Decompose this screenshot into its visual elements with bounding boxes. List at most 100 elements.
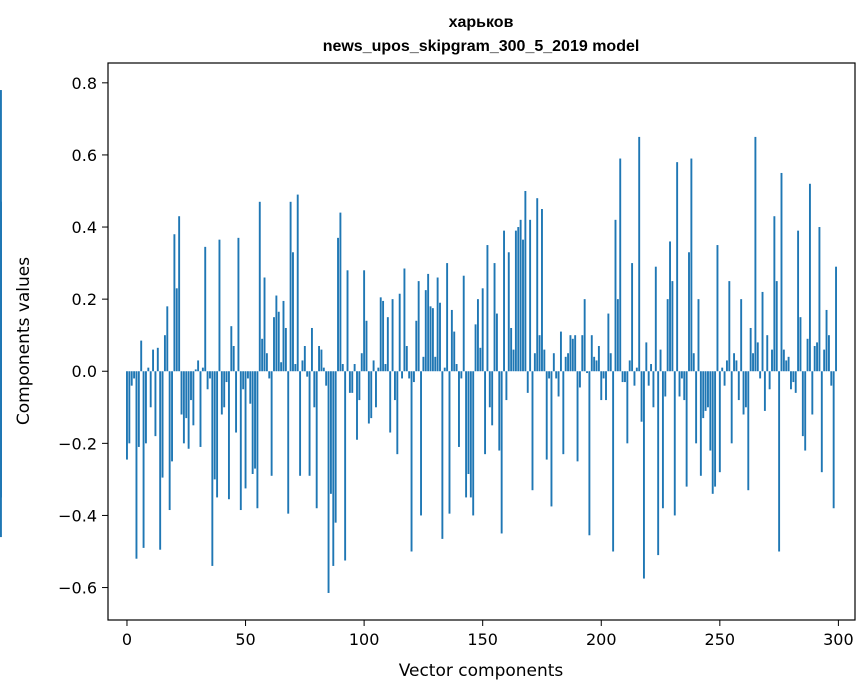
bar-13 (156, 347, 159, 372)
bar-47 (237, 237, 240, 372)
bar-188 (571, 338, 574, 372)
bar-154 (491, 371, 494, 426)
bar-36 (211, 371, 214, 566)
bar-278 (785, 360, 788, 372)
bar-9 (147, 367, 150, 372)
bar-54 (254, 371, 256, 469)
bar-134 (443, 367, 446, 372)
bar-215 (635, 367, 638, 372)
bar-200 (600, 371, 603, 401)
bar-225 (659, 349, 662, 372)
bar-3 (133, 371, 136, 379)
bar-63 (275, 295, 278, 372)
bar-152 (486, 245, 489, 372)
bar-51 (246, 371, 249, 379)
bar-64 (277, 311, 280, 372)
bar-19 (171, 371, 173, 462)
bar-81 (318, 346, 321, 372)
bar-59 (265, 353, 268, 372)
y-tick-label: 0.0 (72, 362, 97, 381)
bar-184 (562, 371, 565, 455)
bar-298 (832, 371, 835, 509)
bar-237 (688, 252, 690, 372)
bar-162 (510, 327, 513, 372)
bar-29 (194, 369, 197, 372)
bar-209 (621, 371, 624, 383)
bar-42 (225, 371, 228, 383)
x-tick-label: 100 (349, 630, 380, 649)
bar-103 (370, 371, 373, 419)
bar-232 (676, 162, 679, 372)
bar-18 (168, 371, 171, 511)
bar-198 (595, 360, 598, 372)
bar-287 (806, 338, 809, 372)
bar-174 (538, 335, 541, 372)
bar-25 (185, 371, 188, 419)
bar-193 (583, 299, 586, 372)
bar-122 (415, 320, 418, 372)
bar-244 (704, 371, 707, 411)
bar-120 (410, 371, 413, 552)
bar-239 (692, 353, 695, 372)
bar-94 (348, 371, 351, 393)
bar-197 (593, 356, 596, 372)
bar-230 (671, 281, 674, 372)
bar-2 (130, 371, 133, 386)
bar-93 (346, 270, 349, 372)
bar-213 (631, 263, 634, 372)
bar-280 (790, 371, 792, 390)
bar-194 (586, 371, 588, 374)
bar-17 (166, 306, 169, 372)
bar-150 (481, 288, 484, 372)
x-axis-label: Vector components (399, 661, 564, 681)
bar-181 (555, 371, 558, 379)
bar-7 (142, 371, 145, 548)
bar-undefined (0, 302, 2, 372)
bar-286 (804, 371, 807, 451)
bar-159 (503, 230, 505, 372)
bar-155 (493, 263, 496, 372)
bar-171 (531, 371, 534, 491)
bar-68 (287, 371, 290, 514)
bar-179 (550, 371, 553, 507)
bar-126 (424, 290, 427, 372)
bar-116 (401, 371, 404, 379)
bar-91 (341, 364, 344, 372)
bar-263 (749, 327, 752, 372)
bar-238 (690, 158, 693, 372)
bar-20 (173, 234, 176, 372)
bar-172 (533, 353, 536, 372)
bar-115 (398, 293, 401, 372)
bar-58 (263, 277, 266, 372)
bar-274 (775, 281, 778, 372)
bar-32 (201, 367, 204, 372)
bar-61 (270, 371, 273, 476)
bar-69 (289, 201, 292, 372)
bar-268 (761, 291, 764, 372)
bar-255 (730, 371, 733, 444)
bar-243 (702, 371, 705, 419)
bar-258 (737, 371, 740, 401)
bar-160 (505, 371, 508, 401)
bar-250 (718, 371, 721, 473)
bar-133 (441, 371, 444, 539)
bar-245 (707, 371, 709, 408)
bar-291 (816, 342, 819, 372)
bar-16 (163, 335, 166, 372)
bar-277 (782, 349, 785, 372)
bar-269 (763, 371, 766, 411)
bar-296 (827, 335, 830, 372)
bar-31 (199, 371, 202, 447)
bar-202 (605, 371, 607, 401)
bar-199 (597, 346, 600, 372)
bar-146 (472, 371, 475, 516)
bar-163 (512, 349, 515, 372)
bar-185 (564, 356, 567, 372)
bar-217 (640, 371, 643, 422)
bar-92 (344, 371, 347, 561)
bar-148 (476, 299, 479, 372)
bar-108 (382, 300, 385, 372)
bar-177 (545, 371, 548, 460)
bar-270 (766, 335, 769, 372)
bar-214 (633, 371, 636, 386)
